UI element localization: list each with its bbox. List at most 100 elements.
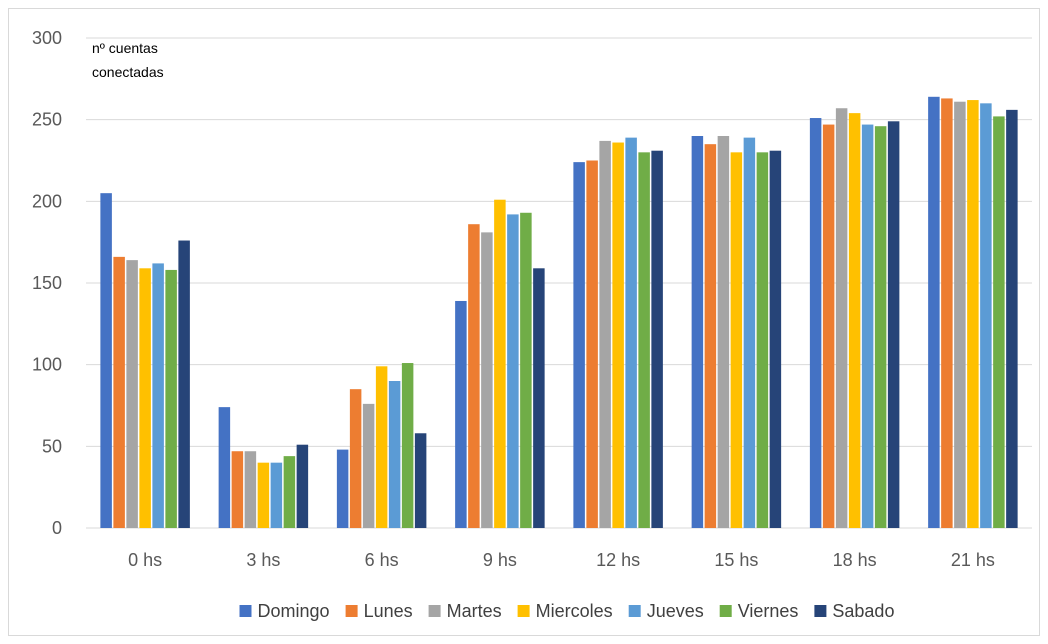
bar-viernes-0hs xyxy=(165,269,177,528)
legend-label: Viernes xyxy=(738,601,799,621)
bar-lunes-12hs xyxy=(586,160,598,528)
bar-martes-18hs xyxy=(835,108,848,528)
bar-viernes-21hs xyxy=(993,116,1005,529)
y-tick-label: 200 xyxy=(32,191,62,211)
bar-lunes-0hs xyxy=(113,256,125,528)
bar-martes-15hs xyxy=(717,136,730,528)
bar-domingo-15hs xyxy=(691,136,704,528)
bar-jueves-0hs xyxy=(152,263,164,528)
y-tick-label: 100 xyxy=(32,355,62,375)
bar-sabado-15hs xyxy=(769,150,782,528)
bar-martes-0hs xyxy=(126,260,138,528)
bar-martes-3hs xyxy=(244,451,257,528)
y-tick-label: 250 xyxy=(32,110,62,130)
bar-miercoles-12hs xyxy=(612,142,624,528)
legend-label: Sabado xyxy=(832,601,894,621)
legend-swatch xyxy=(239,605,252,617)
legend-label: Martes xyxy=(447,601,502,621)
y-axis-label-line-1: nº cuentas xyxy=(92,40,158,56)
bar-lunes-9hs xyxy=(468,224,480,528)
y-axis-ticks: 0 50 100 150 200 250 300 xyxy=(32,28,62,538)
legend: Domingo Lunes Martes Miercoles Jueves Viernes… xyxy=(239,601,894,621)
legend-item-martes: Martes xyxy=(428,601,502,621)
bar-jueves-15hs xyxy=(743,137,756,528)
bars xyxy=(100,96,1018,529)
bar-miercoles-3hs xyxy=(257,462,270,528)
bar-jueves-18hs xyxy=(861,124,874,528)
x-tick-label: 0 hs xyxy=(128,550,162,570)
legend-label: Domingo xyxy=(258,601,330,621)
x-tick-label: 18 hs xyxy=(833,550,877,570)
bar-sabado-9hs xyxy=(533,268,545,528)
legend-item-viernes: Viernes xyxy=(719,601,799,621)
bar-miercoles-21hs xyxy=(967,100,979,528)
bar-jueves-6hs xyxy=(388,381,401,528)
bar-viernes-6hs xyxy=(401,363,414,528)
y-tick-label: 150 xyxy=(32,273,62,293)
x-tick-label: 15 hs xyxy=(714,550,758,570)
legend-swatch xyxy=(814,605,827,617)
legend-item-domingo: Domingo xyxy=(239,601,330,621)
bar-domingo-18hs xyxy=(809,118,822,528)
bar-domingo-6hs xyxy=(336,449,349,528)
bar-sabado-18hs xyxy=(887,121,900,529)
legend-label: Lunes xyxy=(364,601,413,621)
legend-swatch xyxy=(428,605,441,617)
y-tick-label: 0 xyxy=(52,518,62,538)
bar-lunes-18hs xyxy=(822,124,835,528)
bar-domingo-0hs xyxy=(100,193,112,529)
legend-swatch xyxy=(719,605,732,617)
bar-domingo-9hs xyxy=(455,300,467,528)
bar-viernes-18hs xyxy=(874,126,887,528)
bar-jueves-9hs xyxy=(507,214,519,528)
y-tick-label: 300 xyxy=(32,28,62,48)
x-tick-label: 9 hs xyxy=(483,550,517,570)
bar-domingo-12hs xyxy=(573,162,585,528)
gridlines xyxy=(86,37,1032,529)
bar-domingo-21hs xyxy=(928,96,940,529)
bar-martes-9hs xyxy=(481,232,493,528)
legend-item-jueves: Jueves xyxy=(628,601,704,621)
bar-miercoles-6hs xyxy=(375,366,388,528)
x-tick-label: 21 hs xyxy=(951,550,995,570)
x-tick-label: 3 hs xyxy=(246,550,280,570)
legend-item-miercoles: Miercoles xyxy=(517,601,613,621)
bar-viernes-15hs xyxy=(756,152,769,528)
legend-item-lunes: Lunes xyxy=(345,601,413,621)
bar-lunes-3hs xyxy=(231,451,244,528)
y-tick-label: 50 xyxy=(42,436,62,456)
bar-miercoles-15hs xyxy=(730,152,743,528)
bar-martes-6hs xyxy=(362,403,375,528)
legend-item-sabado: Sabado xyxy=(814,601,894,621)
bar-viernes-3hs xyxy=(283,456,296,528)
bar-martes-21hs xyxy=(954,101,966,528)
bar-sabado-3hs xyxy=(296,444,309,528)
bar-domingo-3hs xyxy=(218,407,231,528)
legend-label: Miercoles xyxy=(536,601,613,621)
bar-viernes-9hs xyxy=(520,212,532,528)
bar-sabado-6hs xyxy=(414,433,427,528)
y-axis-label-line-2: conectadas xyxy=(92,64,164,80)
bar-miercoles-0hs xyxy=(139,268,151,528)
bar-jueves-3hs xyxy=(270,462,283,528)
x-tick-label: 6 hs xyxy=(365,550,399,570)
bar-lunes-6hs xyxy=(349,389,362,528)
bar-jueves-12hs xyxy=(625,137,637,528)
bar-miercoles-18hs xyxy=(848,113,861,528)
bar-lunes-15hs xyxy=(704,144,717,529)
bar-jueves-21hs xyxy=(980,103,992,528)
bar-lunes-21hs xyxy=(941,98,953,529)
legend-swatch xyxy=(628,605,641,617)
bar-viernes-12hs xyxy=(638,152,650,528)
bar-sabado-21hs xyxy=(1006,109,1018,529)
x-axis-ticks: 0 hs 3 hs 6 hs 9 hs 12 hs 15 hs 18 hs 21 hs xyxy=(128,550,995,570)
x-tick-label: 12 hs xyxy=(596,550,640,570)
bar-sabado-12hs xyxy=(651,150,663,528)
bar-miercoles-9hs xyxy=(494,199,506,528)
legend-swatch xyxy=(517,605,530,617)
bar-martes-12hs xyxy=(599,140,611,528)
legend-swatch xyxy=(345,605,358,617)
bar-sabado-0hs xyxy=(178,240,190,528)
legend-label: Jueves xyxy=(647,601,704,621)
